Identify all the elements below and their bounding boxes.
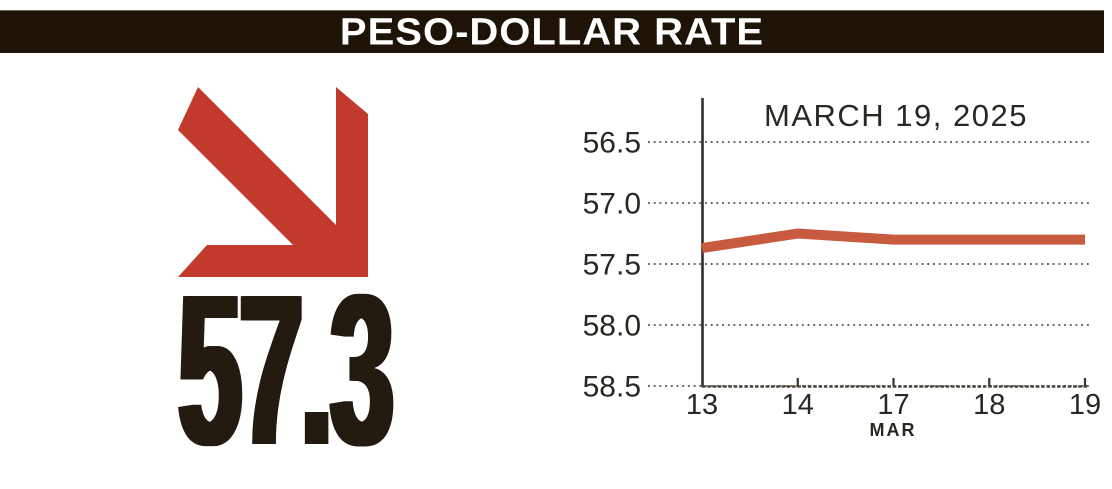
rate-line [701,228,1085,254]
arrow-shaft [178,87,336,245]
arrow-head-horizontal-bar [178,245,368,277]
y-tick-label: 57.0 [583,188,641,221]
arrow-head-vertical-bar [336,87,368,277]
y-tick-label: 57.5 [583,249,641,282]
y-tick-label: 56.5 [583,127,641,160]
header-bar: PESO-DOLLAR RATE [0,10,1104,53]
x-axis-title: MAR [870,420,917,440]
x-tick-label: 19 [1069,389,1101,421]
x-tick-label: 14 [782,389,814,421]
page-title: PESO-DOLLAR RATE [339,10,765,54]
down-right-arrow-svg [178,87,368,277]
y-tick-label: 58.0 [583,310,641,343]
x-tick-label: 18 [973,389,1005,421]
x-tick-label: 17 [877,389,909,421]
x-tick-label: 13 [686,389,718,421]
rate-value: 57.3 [178,249,393,489]
down-right-arrow-icon [178,87,368,277]
chart-title: MARCH 19, 2025 [764,98,1028,133]
y-tick-label: 58.5 [583,371,641,404]
